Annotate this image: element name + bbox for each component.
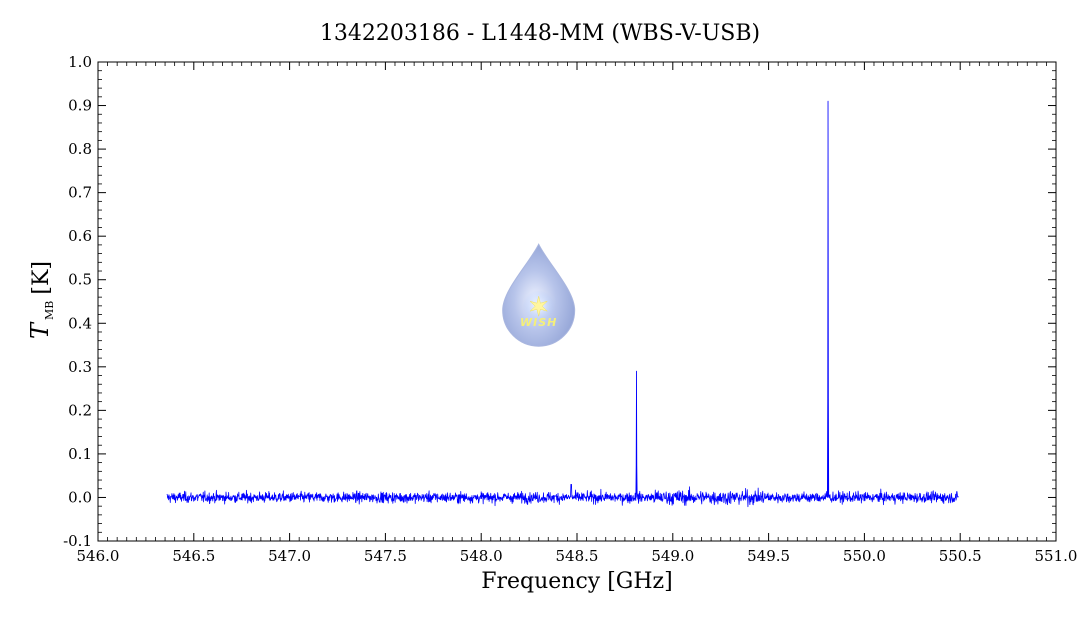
x-tick-label: 549.5 [747,547,790,565]
y-tick-label: 0.3 [68,358,92,376]
y-tick-label: 0.0 [68,488,92,506]
y-axis-unit: [K] [29,261,54,295]
x-tick-label: 550.0 [843,547,886,565]
x-tick-label: 546.0 [77,547,120,565]
y-tick-label: 0.7 [68,184,92,202]
x-tick-label: 548.5 [556,547,599,565]
x-tick-label: 547.5 [364,547,407,565]
x-tick-label: 549.0 [651,547,694,565]
wish-logo: WISH [502,243,576,347]
y-tick-label: 0.4 [68,314,92,332]
svg-text:TMB[K]: TMB [K] [26,261,56,339]
y-axis-ticks: -0.1 0.0 0.1 0.2 0.3 0.4 0.5 0.6 0.7 0.8 0.9 1.0 [63,53,1056,550]
spectrum-line [166,100,959,508]
y-tick-label: 0.2 [68,401,92,419]
y-tick-label: 0.5 [68,271,92,289]
plot-frame [97,61,1057,542]
y-axis-label: TMB [K] [26,261,56,339]
y-tick-label: 0.6 [68,227,92,245]
x-tick-label: 546.5 [172,547,215,565]
star-icon [529,296,548,317]
x-axis-label: Frequency [GHz] [481,569,673,594]
y-tick-label: 0.1 [68,445,92,463]
y-tick-label: 1.0 [68,53,92,71]
x-axis-ticks: 546.0 546.5 547.0 547.5 548.0 548.5 549.0 549.5… [77,62,1078,565]
y-tick-label: -0.1 [63,532,92,550]
y-tick-label: 0.8 [68,140,92,158]
y-axis-symbol: T [26,321,54,339]
x-tick-label: 548.0 [460,547,503,565]
x-tick-label: 550.5 [939,547,982,565]
chart-title: 1342203186 - L1448-MM (WBS-V-USB) [320,21,760,46]
spectrum-series [166,100,959,508]
logo-text: WISH [520,316,557,329]
x-tick-label: 551.0 [1035,547,1078,565]
x-tick-label: 547.0 [268,547,311,565]
y-tick-label: 0.9 [68,97,92,115]
y-axis-subscript: MB [43,301,56,320]
